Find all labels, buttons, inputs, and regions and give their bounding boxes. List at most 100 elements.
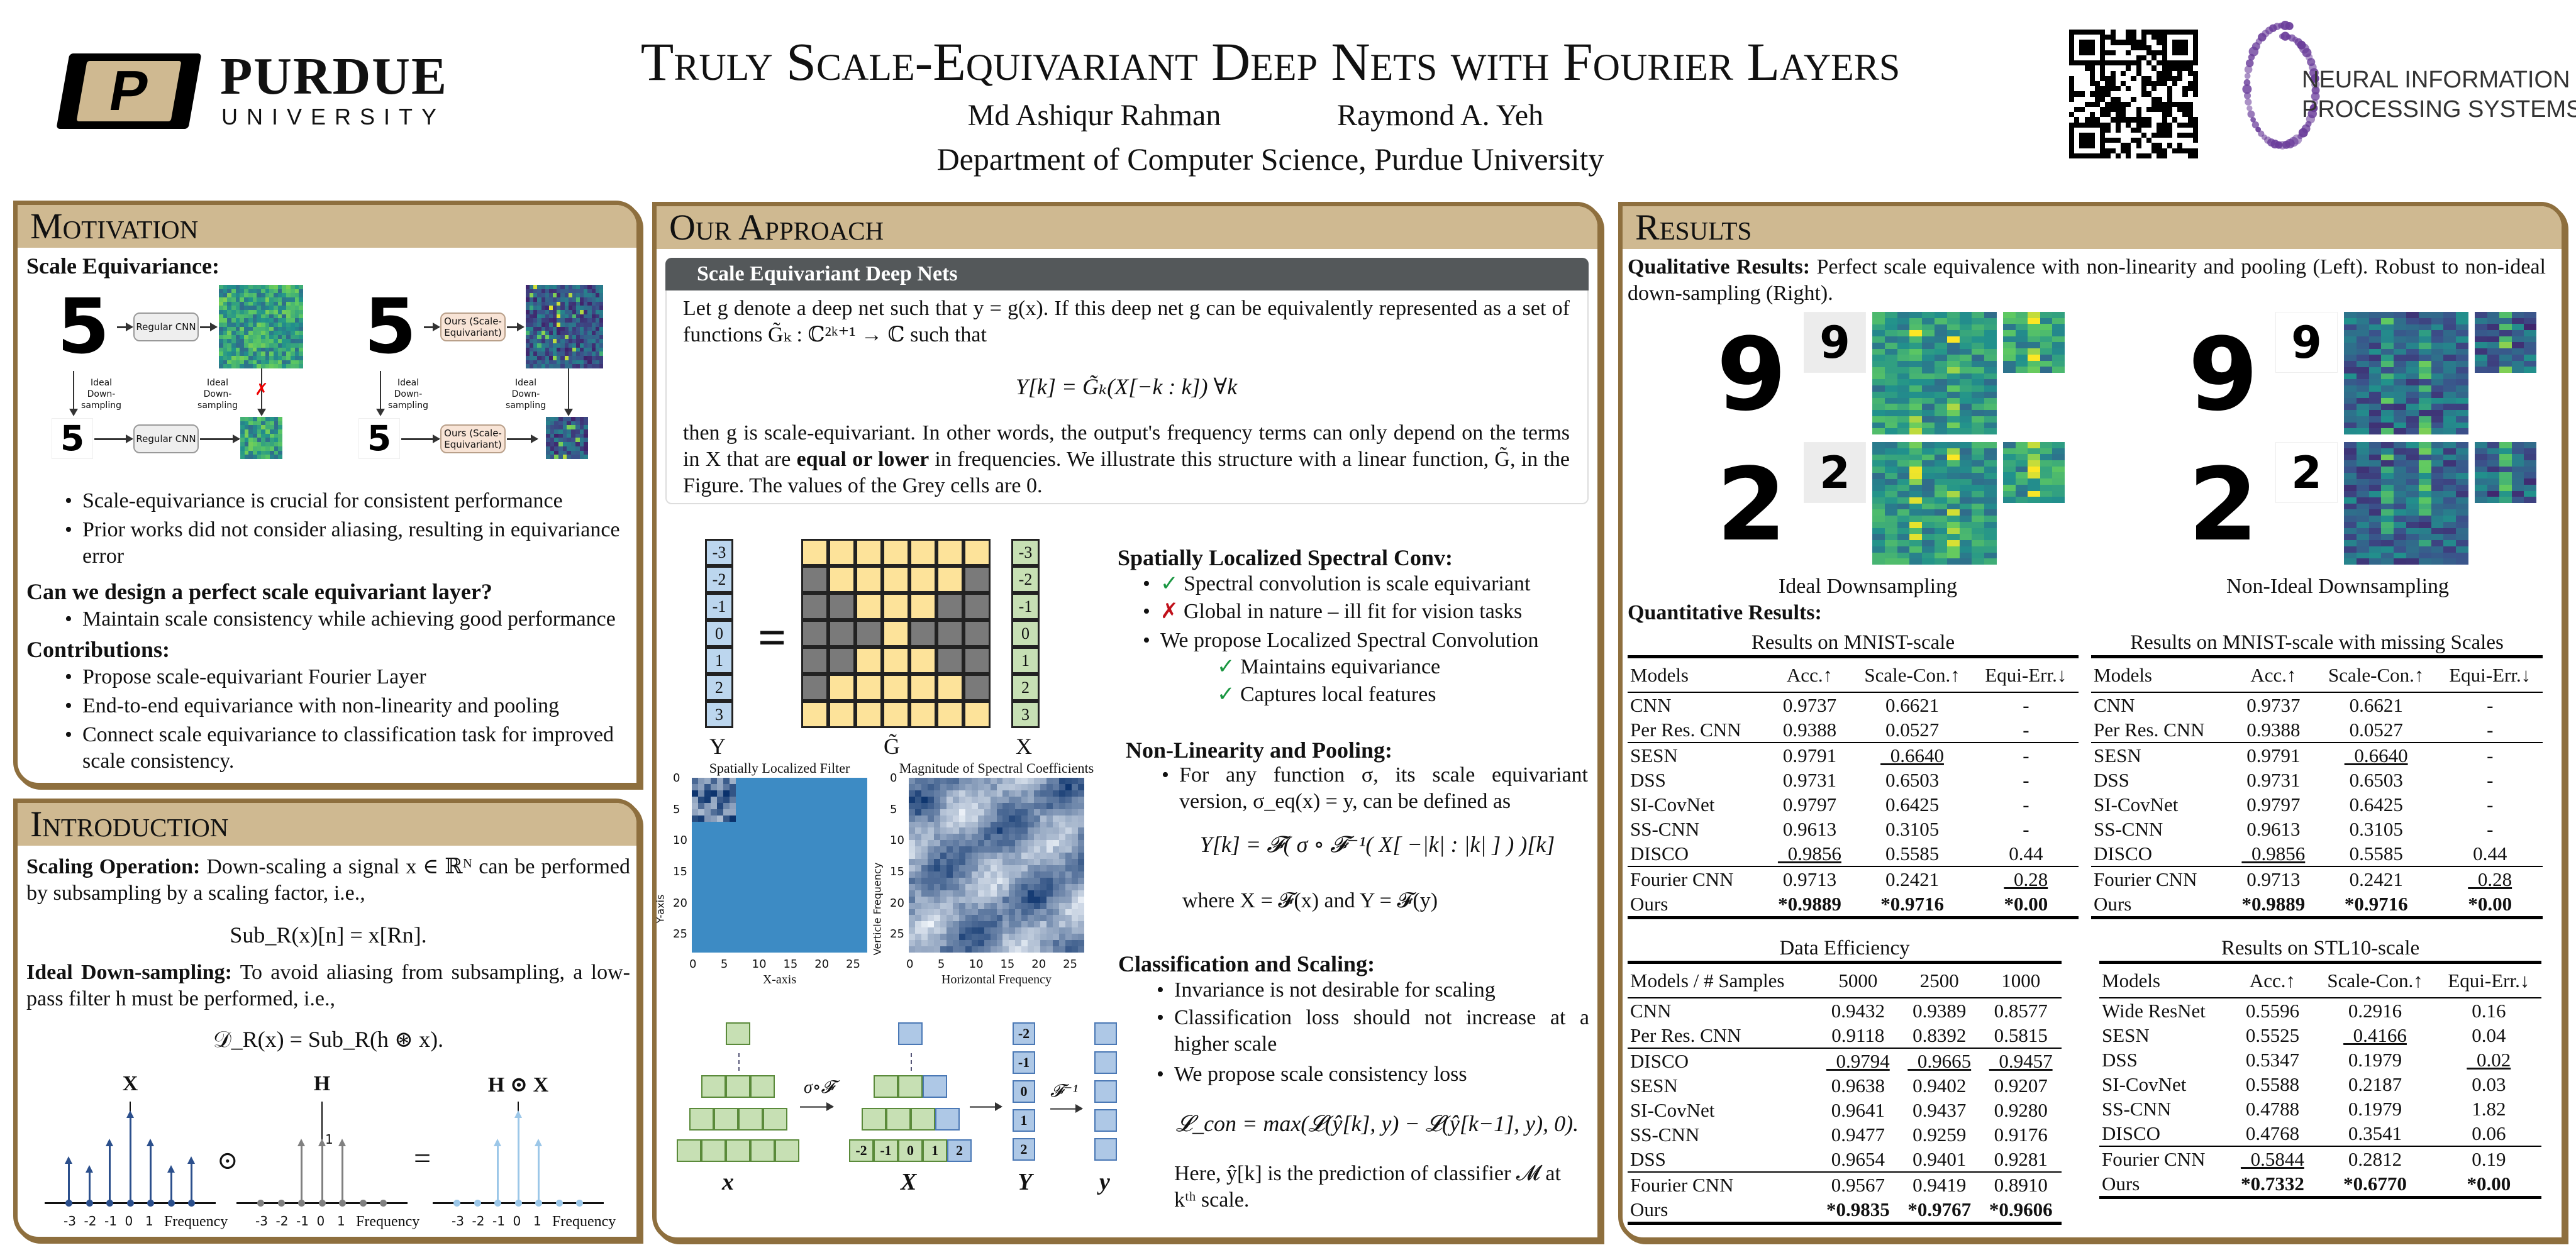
heatmap-cell (1984, 454, 1997, 461)
heatmap-cell (595, 343, 599, 348)
heatmap-cell (804, 846, 811, 853)
heatmap-cell (779, 821, 786, 828)
heatmap-cell (567, 450, 572, 455)
y-cell: 3 (705, 701, 733, 728)
heatmap-cell (823, 877, 830, 884)
heatmap-cell (1040, 827, 1047, 834)
heatmap-cell (697, 877, 704, 884)
heatmap-cell (933, 921, 940, 928)
heatmap-cell (1021, 865, 1028, 871)
table-cell: *0.9716 (1851, 892, 1973, 918)
table-row: DISCO _0.9794 _0.9665 _0.9457 (1628, 1047, 2062, 1073)
heatmap-cell (741, 853, 748, 860)
heatmap-cell (269, 356, 274, 360)
heatmap-cell (1884, 478, 1897, 485)
heatmap-cell (1872, 552, 1885, 559)
y-cell: -1 (705, 593, 733, 620)
heatmap-cell (792, 902, 799, 909)
down-arrow (257, 368, 266, 416)
heatmap-cell (571, 433, 575, 438)
heatmap-cell (575, 289, 580, 294)
heatmap-cell (1059, 865, 1066, 871)
heatmap-cell (946, 921, 953, 928)
heatmap-cell (274, 285, 278, 289)
table-row: DSS 0.5347 0.1979 _0.02 (2099, 1048, 2541, 1072)
heatmap-cell (277, 334, 282, 340)
heatmap-cell (716, 809, 723, 815)
cell-value: 0.3105 (2349, 817, 2403, 840)
heatmap-cell (557, 318, 561, 323)
heatmap-cell (773, 840, 780, 847)
heatmap-cell (2381, 342, 2394, 349)
heatmap-cell (748, 940, 755, 947)
heatmap-cell (526, 285, 530, 289)
heatmap-cell (253, 438, 257, 443)
heatmap-cell (1897, 373, 1910, 380)
heatmap-cell (848, 865, 855, 871)
heatmap-cell (958, 877, 965, 884)
heatmap-cell (811, 796, 818, 803)
heatmap-cell (786, 815, 792, 822)
heatmap-cell (1053, 940, 1060, 947)
heatmap-cell (1021, 853, 1028, 860)
heatmap-cell (1072, 778, 1079, 784)
heatmap-cell (909, 796, 915, 803)
heatmap-cell (773, 909, 780, 915)
feature-map-small (546, 417, 588, 459)
cell-value: 0.9797 (1782, 793, 1837, 815)
heatmap-cell (2015, 336, 2028, 343)
heatmap-cell (1072, 909, 1079, 915)
g-cell (909, 539, 936, 566)
heatmap-cell (579, 446, 584, 451)
heatmap-cell (2356, 410, 2369, 416)
table-cell: 0.6425 (2315, 792, 2438, 817)
heatmap-cell (219, 289, 223, 294)
stem-dot (359, 1200, 367, 1207)
cell-value: 0.44 (2473, 842, 2507, 865)
heatmap-cell (692, 927, 698, 934)
heatmap-cell (1072, 940, 1079, 947)
cell-value: 1.82 (2472, 1097, 2506, 1120)
heatmap-cell (2381, 485, 2394, 491)
cell-value: 0.9388 (1782, 718, 1837, 741)
heatmap-cell (971, 815, 978, 822)
heatmap-cell (553, 289, 557, 294)
swirl-dot (2251, 121, 2259, 129)
heatmap-cell (545, 293, 549, 297)
table-cell: _0.9856 (1768, 841, 1852, 866)
heatmap-cell (1009, 927, 1016, 934)
heatmap-cell (227, 306, 232, 310)
heatmap-cell (2015, 484, 2028, 491)
heatmap-cell (1065, 871, 1072, 878)
table-row: Per Res. CNN 0.9118 0.8392 0.5815 (1628, 1023, 2062, 1048)
heatmap-cell (2443, 428, 2457, 434)
heatmap-cell (990, 890, 997, 897)
heatmap-cell (572, 318, 576, 323)
feature-map-small (2475, 312, 2536, 373)
feature-map (526, 285, 603, 368)
heatmap-cell (564, 347, 569, 352)
heatmap-cell (1934, 373, 1947, 380)
heatmap-cell (572, 326, 576, 331)
heatmap-cell (286, 339, 291, 344)
heatmap-cell (977, 927, 984, 934)
heatmap-cell (299, 351, 303, 357)
heatmap-cell (996, 834, 1003, 841)
heatmap-cell (274, 293, 278, 297)
heatmap-cell (557, 326, 561, 331)
neurips-logo: NEURAL INFORMATION PROCESSING SYSTEMS (2239, 19, 2576, 157)
heatmap-cell (2356, 318, 2369, 324)
heatmap-cell (1884, 509, 1897, 516)
heatmap-cell (227, 297, 232, 302)
heatmap-cell (269, 293, 274, 297)
heatmap-cell (1959, 503, 1972, 510)
heatmap-cell (274, 360, 278, 365)
heatmap-cell (591, 322, 596, 327)
heatmap-cell (1972, 552, 1985, 559)
heatmap-cell (572, 309, 576, 314)
heatmap-cell (1934, 324, 1947, 331)
heatmap-cell (2487, 330, 2500, 336)
table-cell: 0.9477 (1818, 1122, 1899, 1147)
qr-code-icon[interactable] (2069, 30, 2198, 158)
heatmap-cell (2511, 497, 2524, 503)
